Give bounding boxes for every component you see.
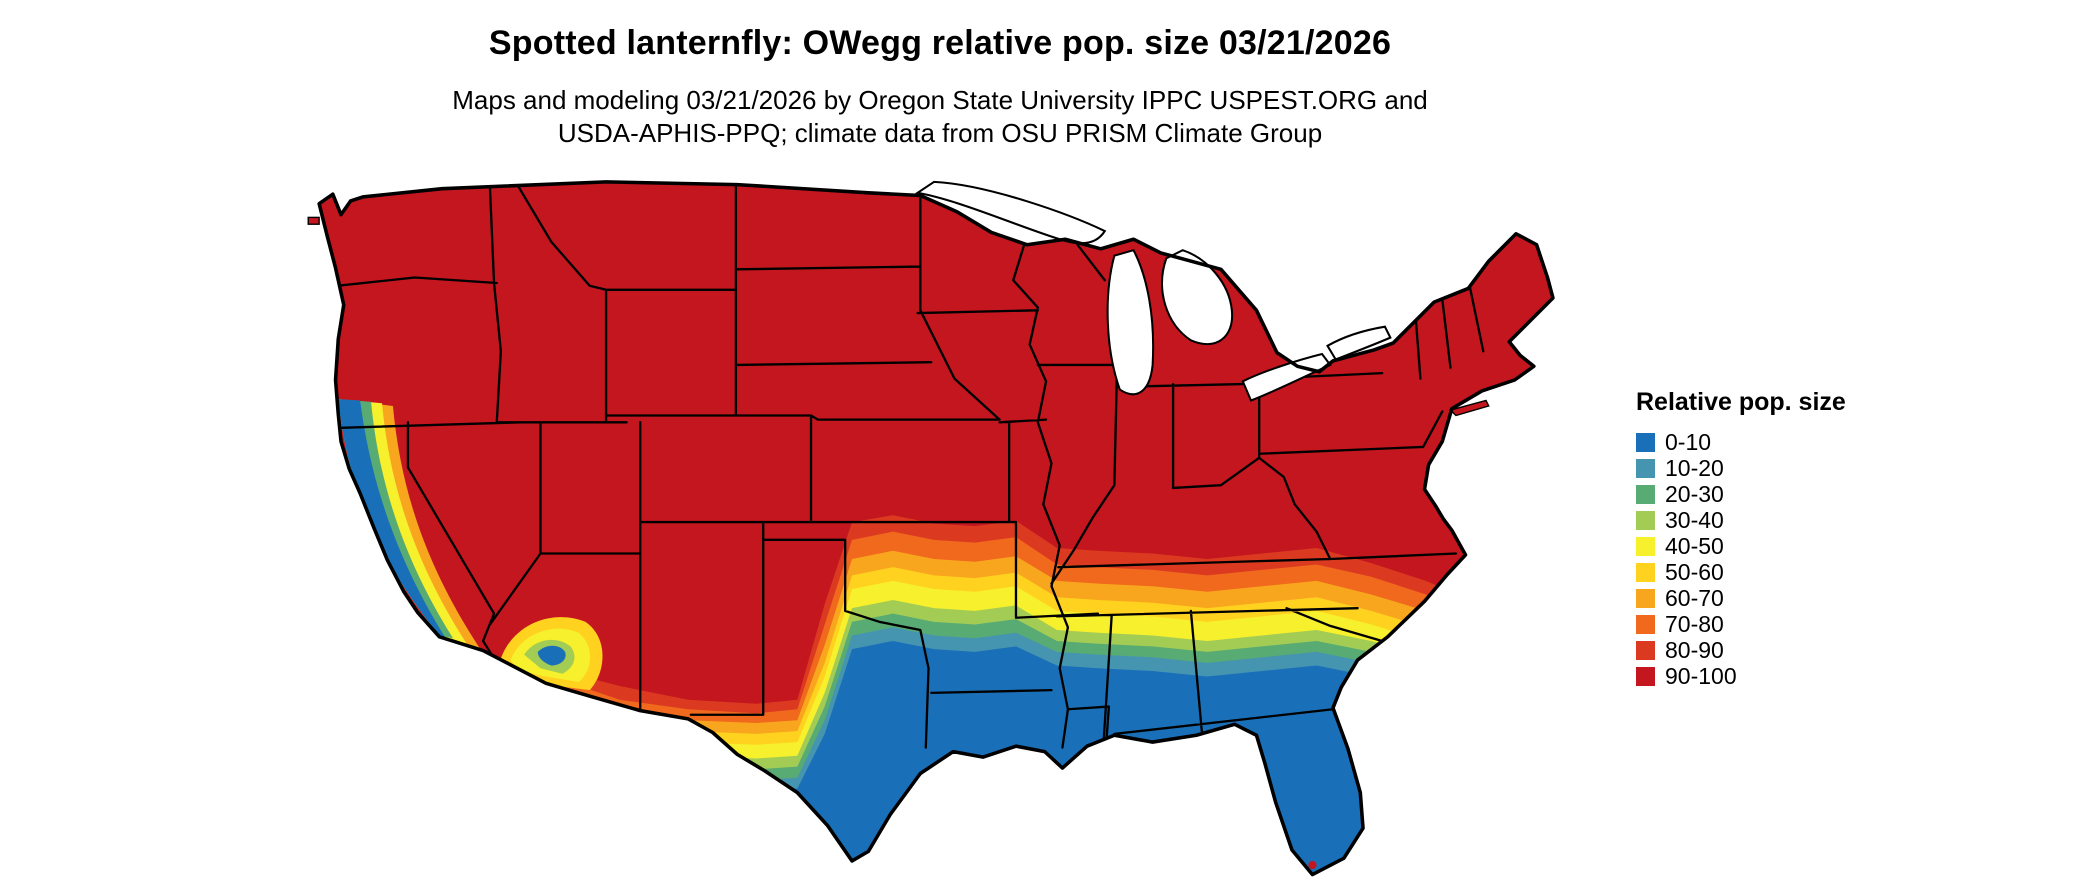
lake-michigan [1106, 248, 1155, 396]
ca-coast-band-blue [338, 399, 445, 637]
legend-row: 80-90 [1636, 637, 1846, 663]
legend-swatch-80-90 [1636, 640, 1655, 660]
legend-label-40-50: 40-50 [1665, 533, 1724, 559]
legend-row: 60-70 [1636, 585, 1846, 611]
legend-label-30-40: 30-40 [1665, 507, 1724, 533]
state-borders [337, 183, 1485, 749]
legend-row: 90-100 [1636, 663, 1846, 689]
us-outline [317, 180, 1555, 877]
legend-label-20-30: 20-30 [1665, 481, 1724, 507]
us-map-svg [307, 180, 1555, 877]
legend-swatch-60-70 [1636, 588, 1655, 608]
florida-tip-speck [1308, 860, 1317, 870]
legend-swatch-70-80 [1636, 614, 1655, 634]
map-subtitle: Maps and modeling 03/21/2026 by Oregon S… [0, 84, 1880, 150]
us-choropleth-map [278, 160, 1590, 891]
legend-row: 10-20 [1636, 455, 1846, 481]
legend-row: 40-50 [1636, 533, 1846, 559]
legend-swatch-0-10 [1636, 432, 1655, 452]
legend-row: 50-60 [1636, 559, 1846, 585]
legend-swatch-20-30 [1636, 484, 1655, 504]
wa-islands-speck [307, 216, 320, 225]
lake-superior [914, 180, 1107, 245]
legend-swatch-50-60 [1636, 562, 1655, 582]
legend-label-0-10: 0-10 [1665, 429, 1712, 455]
legend-swatch-90-100 [1636, 666, 1655, 686]
legend: Relative pop. size 0-10 10-20 20-30 30-4… [1636, 388, 1846, 689]
az-patch-blue [537, 645, 566, 666]
legend-label-80-90: 80-90 [1665, 637, 1724, 663]
legend-label-10-20: 10-20 [1665, 455, 1724, 481]
legend-row: 30-40 [1636, 507, 1846, 533]
lake-ontario [1326, 325, 1392, 361]
long-island-speck [1449, 399, 1490, 417]
legend-label-60-70: 60-70 [1665, 585, 1724, 611]
legend-swatch-30-40 [1636, 510, 1655, 530]
page-title: Spotted lanternfly: OWegg relative pop. … [488, 24, 1392, 62]
subtitle-line-1: Maps and modeling 03/21/2026 by Oregon S… [452, 85, 1428, 115]
legend-title: Relative pop. size [1636, 388, 1846, 416]
legend-row: 0-10 [1636, 429, 1846, 455]
legend-row: 20-30 [1636, 481, 1846, 507]
legend-label-70-80: 70-80 [1665, 611, 1724, 637]
legend-swatch-40-50 [1636, 536, 1655, 556]
legend-label-90-100: 90-100 [1665, 663, 1737, 689]
legend-swatch-10-20 [1636, 458, 1655, 478]
legend-row: 70-80 [1636, 611, 1846, 637]
subtitle-line-2: USDA-APHIS-PPQ; climate data from OSU PR… [557, 118, 1323, 148]
legend-label-50-60: 50-60 [1665, 559, 1724, 585]
